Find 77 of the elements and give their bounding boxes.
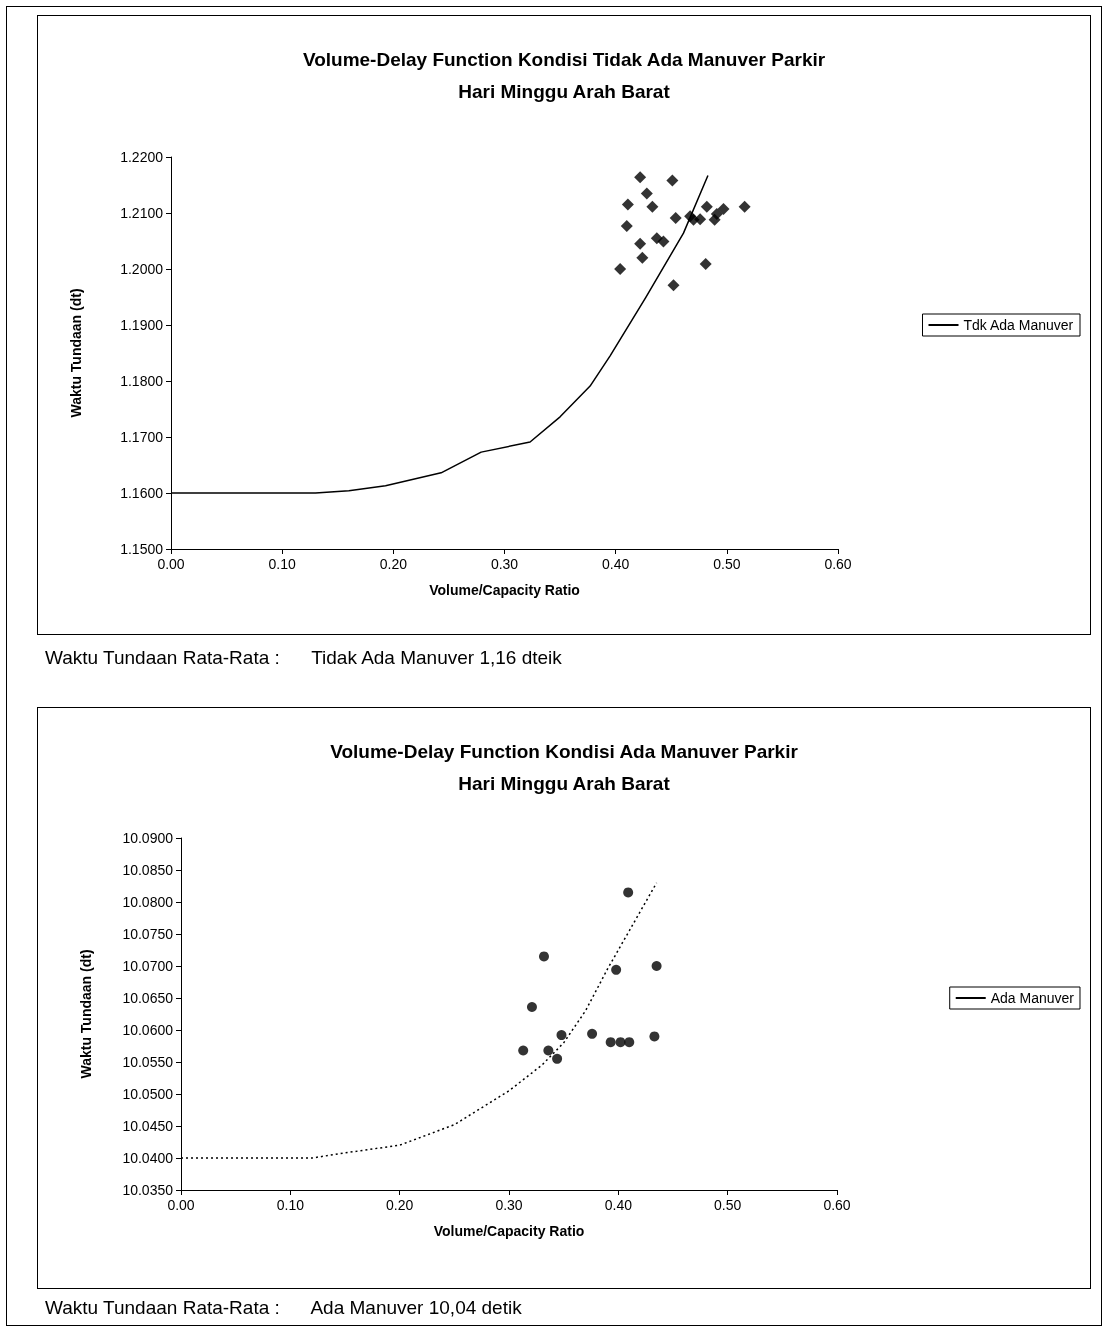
x-axis-title: Volume/Capacity Ratio [429,582,580,598]
point [634,171,647,184]
y-tick-label: 10.0650 [122,990,174,1006]
text: Waktu Tundaan Rata-Rata : Ada Manuver 10,04 detik [45,1297,522,1319]
x-tick-label: 0.40 [602,556,630,572]
point [694,213,707,226]
y-tick-label: 1.1700 [120,429,164,445]
y-tick-label: 10.0800 [122,894,174,910]
x-tick-label: 0.10 [276,1197,305,1213]
y-tick-label: 10.0750 [122,926,174,942]
x-tick-label: 0.10 [268,556,296,572]
point [708,213,721,226]
point [587,1028,598,1039]
y-tick-label: 1.2100 [120,205,164,221]
y-tick-label: 10.0350 [122,1182,174,1198]
point [621,198,634,211]
point [636,251,649,264]
y-tick-label: 10.0850 [122,862,174,878]
point [699,257,712,270]
point [640,187,653,200]
point [667,279,680,292]
y-tick-label: 1.2000 [120,261,164,277]
x-tick-label: 0.40 [604,1197,633,1213]
y-tick-label: 1.2200 [120,149,164,165]
point [624,1037,635,1048]
x-axis-title: Volume/Capacity Ratio [433,1223,585,1239]
point [526,1001,537,1012]
y-tick-label: 1.1500 [120,541,164,557]
x-tick-label: 0.20 [386,1197,414,1213]
point [738,200,751,213]
y-tick-label: 10.0900 [122,830,174,846]
legend-label: Tdk Ada Manuver [963,317,1074,333]
point [657,235,670,248]
y-tick-label: 10.0450 [122,1118,174,1134]
y-tick-label: 10.0500 [122,1086,174,1102]
point [646,200,659,213]
x-tick-label: 0.50 [713,556,741,572]
x-tick-label: 0.00 [157,556,185,572]
point [543,1045,554,1056]
point [556,1030,567,1041]
point [539,951,549,962]
y-tick-label: 10.0600 [122,1022,174,1038]
point [666,174,679,187]
x-tick-label: 0.20 [379,556,408,572]
point [605,1037,616,1048]
point [717,203,730,216]
y-tick-label: 1.1900 [120,317,164,333]
x-tick-label: 0.60 [824,556,852,572]
point [623,887,634,898]
point [669,212,682,225]
y-tick-label: 10.0400 [122,1150,174,1166]
point [650,232,663,245]
y-axis-title: Waktu Tundaan (dt) [68,288,84,418]
point [634,237,647,250]
y-tick-label: 1.1600 [120,485,164,501]
text: Waktu Tundaan Rata-Rata : Tidak Ada Manuver 1,16 dteik [45,647,562,669]
point [615,1037,626,1048]
point [611,964,622,975]
y-axis-title: Waktu Tundaan (dt) [78,949,94,1079]
point [552,1053,563,1064]
x-tick-label: 0.50 [714,1197,742,1213]
point [614,263,627,275]
chart-title: Volume-Delay Function Kondisi Tidak Ada Manuver Parkir Hari Minggu Arah Barat [302,48,826,102]
x-tick-label: 0.30 [495,1197,523,1213]
point [649,1031,660,1042]
point [651,961,662,971]
legend-label: Ada Manuver [990,990,1075,1006]
y-tick-label: 10.0550 [122,1054,174,1070]
point [518,1045,529,1056]
x-tick-label: 0.30 [490,556,519,572]
x-tick-label: 0.00 [167,1197,195,1213]
y-tick-label: 1.1800 [120,373,164,389]
point [700,200,713,213]
chart-title: Volume-Delay Function Kondisi Ada Manuver Parkir Hari Minggu Arah Barat [330,740,799,794]
x-tick-label: 0.60 [823,1197,851,1213]
point [620,219,633,232]
y-tick-label: 10.0700 [122,958,174,974]
